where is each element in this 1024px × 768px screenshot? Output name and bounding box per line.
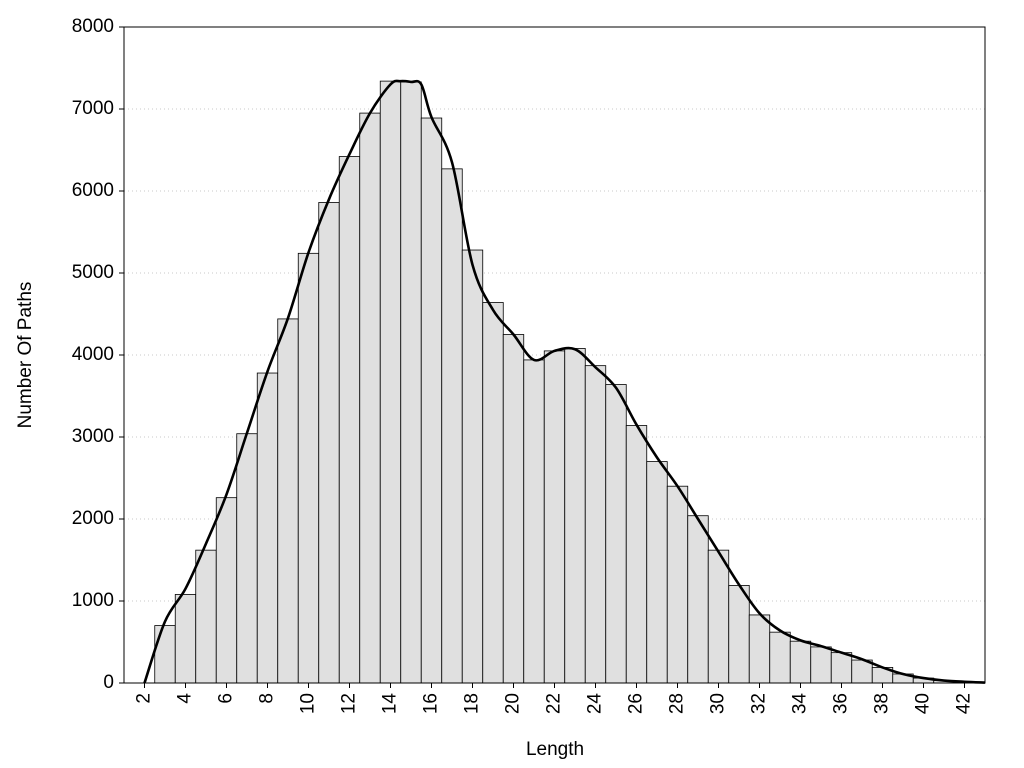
y-tick-label: 4000	[72, 344, 114, 365]
x-tick-label: 42	[954, 693, 975, 714]
bar	[297, 252, 320, 684]
x-tick-label: 26	[626, 693, 647, 714]
bar	[174, 594, 197, 684]
bar	[687, 515, 709, 684]
x-tick-label: 2	[134, 693, 155, 704]
x-tick-label: 30	[708, 693, 729, 714]
bar	[461, 249, 484, 684]
x-tick-label: 28	[667, 693, 688, 714]
bar	[748, 614, 771, 684]
bar	[215, 497, 238, 684]
y-tick-label: 0	[103, 672, 114, 693]
bar	[502, 334, 525, 684]
bar	[584, 365, 607, 684]
x-tick-label: 12	[339, 693, 360, 714]
bar	[236, 433, 258, 684]
y-tick-label: 6000	[72, 180, 114, 201]
bar	[728, 585, 750, 684]
bar	[769, 631, 791, 684]
x-tick-label: 18	[462, 693, 483, 714]
x-tick-label: 36	[831, 693, 852, 714]
x-tick-label: 14	[380, 693, 401, 715]
bar	[543, 350, 566, 684]
bar	[400, 81, 422, 684]
y-tick-label: 7000	[72, 98, 114, 119]
bar	[277, 318, 299, 684]
x-tick-label: 24	[585, 693, 606, 715]
bar	[318, 202, 340, 684]
bar	[482, 302, 504, 684]
bar	[441, 168, 463, 684]
x-tick-label: 4	[175, 693, 196, 704]
x-tick-label: 20	[503, 693, 524, 714]
x-tick-label: 34	[790, 693, 811, 715]
bar	[420, 117, 443, 684]
x-tick-label: 10	[298, 693, 319, 714]
y-tick-label: 2000	[72, 508, 114, 529]
bar	[564, 348, 586, 684]
x-axis-label: Length	[526, 739, 584, 760]
x-tick-label: 8	[257, 693, 278, 704]
x-tick-label: 40	[913, 693, 934, 714]
bar	[851, 659, 873, 684]
bar	[359, 112, 381, 684]
x-tick-label: 6	[216, 693, 237, 704]
bar	[605, 384, 627, 684]
y-tick-label: 1000	[72, 590, 114, 611]
bar	[379, 80, 402, 684]
bar	[789, 640, 812, 684]
x-tick-label: 16	[421, 693, 442, 714]
bar	[256, 372, 279, 684]
bar	[154, 625, 176, 684]
y-tick-label: 3000	[72, 426, 114, 447]
bar	[830, 652, 853, 684]
x-tick-label: 38	[872, 693, 893, 714]
bar	[338, 156, 361, 684]
curve	[143, 79, 986, 684]
y-tick-label: 8000	[72, 16, 114, 37]
bar	[195, 549, 217, 684]
plot-frame	[123, 26, 986, 684]
bar	[523, 359, 545, 684]
bar	[810, 646, 832, 684]
x-tick-label: 32	[749, 693, 770, 714]
bar	[625, 425, 648, 684]
bar	[666, 485, 689, 684]
bar	[707, 549, 730, 684]
x-tick-label: 22	[544, 693, 565, 714]
bar	[646, 461, 668, 684]
y-axis-label: Number Of Paths	[15, 282, 36, 429]
y-tick-label: 5000	[72, 262, 114, 283]
